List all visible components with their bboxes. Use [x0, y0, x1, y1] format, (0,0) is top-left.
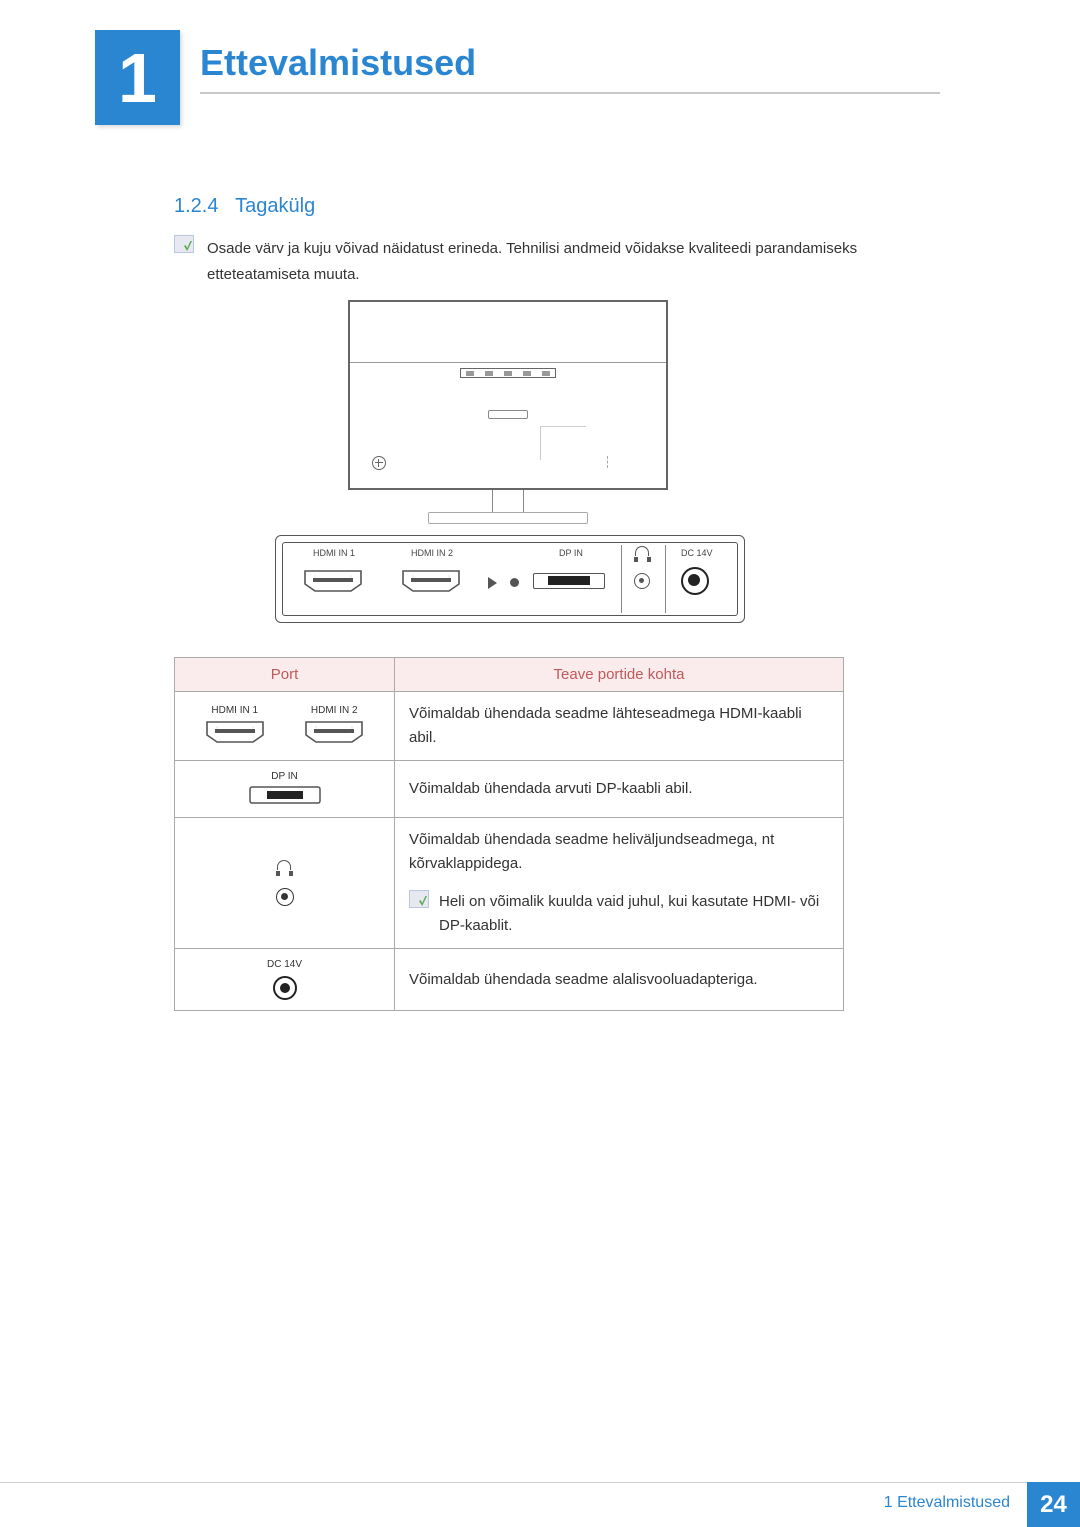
dc-label: DC 14V — [189, 959, 380, 970]
dot-icon — [510, 578, 519, 587]
audio-note-text: Heli on võimalik kuulda vaid juhul, kui … — [439, 890, 829, 938]
footer-text: 1 Ettevalmistused — [884, 1494, 1010, 1512]
chapter-underline — [200, 92, 940, 94]
monitor-neck — [492, 490, 524, 512]
panel-label-dp: DP IN — [559, 548, 583, 558]
hdmi-icon — [205, 720, 265, 744]
port-cell-hdmi: HDMI IN 1 HDMI IN 2 — [175, 692, 395, 761]
port-table: Port Teave portide kohta HDMI IN 1 HDMI … — [174, 657, 844, 1011]
hdmi2-label: HDMI IN 2 — [304, 705, 364, 716]
footer-page-number: 24 — [1027, 1482, 1080, 1527]
panel-divider — [621, 545, 622, 613]
footer-line — [0, 1482, 1080, 1483]
monitor-screen — [348, 300, 668, 490]
dp-label: DP IN — [189, 771, 380, 782]
monitor-ports-strip — [460, 368, 556, 378]
note-text: Osade värv ja kuju võivad näidatust erin… — [207, 236, 927, 287]
panel-label-hdmi1: HDMI IN 1 — [313, 548, 355, 558]
table-header-row: Port Teave portide kohta — [175, 658, 844, 692]
hdmi-icon — [304, 720, 364, 744]
monitor-screw-icon — [372, 456, 386, 470]
monitor-diagram — [348, 300, 668, 524]
section-number: 1.2.4 — [174, 195, 218, 217]
table-row: DP IN Võimaldab ühendada arvuti DP-kaabl… — [175, 761, 844, 818]
port-panel: HDMI IN 1 HDMI IN 2 DP IN DC 14V — [275, 535, 745, 623]
monitor-dash — [607, 456, 608, 468]
section-heading: 1.2.4 Tagakülg — [174, 195, 315, 218]
audio-jack-icon — [276, 888, 294, 906]
hdmi1-label: HDMI IN 1 — [205, 705, 265, 716]
table-row: HDMI IN 1 HDMI IN 2 Võimaldab ühendada s… — [175, 692, 844, 761]
table-row: Võimaldab ühendada seadme heliväljundsea… — [175, 818, 844, 949]
desc-dp: Võimaldab ühendada arvuti DP-kaabli abil… — [395, 761, 844, 818]
chapter-title: Ettevalmistused — [200, 42, 476, 84]
note-icon — [409, 890, 429, 908]
monitor-base — [428, 512, 588, 524]
hdmi-port-1-icon — [303, 569, 363, 593]
th-port: Port — [175, 658, 395, 692]
th-desc: Teave portide kohta — [395, 658, 844, 692]
desc-hdmi: Võimaldab ühendada seadme lähteseadmega … — [395, 692, 844, 761]
port-cell-audio — [175, 818, 395, 949]
panel-label-hdmi2: HDMI IN 2 — [411, 548, 453, 558]
monitor-inner-line — [350, 362, 666, 363]
headphone-icon — [635, 546, 651, 562]
dc-port-icon — [273, 976, 297, 1000]
chapter-number-tab: 1 — [95, 30, 180, 125]
panel-label-dc: DC 14V — [681, 548, 713, 558]
inline-note: Heli on võimalik kuulda vaid juhul, kui … — [409, 890, 829, 938]
panel-divider — [665, 545, 666, 613]
monitor-square — [540, 426, 586, 460]
port-panel-inner: HDMI IN 1 HDMI IN 2 DP IN DC 14V — [282, 542, 738, 616]
port-cell-dc: DC 14V — [175, 949, 395, 1011]
dp-icon — [249, 786, 321, 804]
port-cell-dp: DP IN — [175, 761, 395, 818]
audio-jack-icon — [634, 573, 650, 589]
arrow-right-icon — [488, 577, 497, 589]
headphone-icon — [277, 860, 293, 876]
desc-audio: Võimaldab ühendada seadme heliväljundsea… — [395, 818, 844, 949]
section-title: Tagakülg — [235, 195, 315, 217]
note-icon — [174, 235, 194, 253]
audio-desc-text: Võimaldab ühendada seadme heliväljundsea… — [409, 831, 774, 872]
dc-port-icon — [681, 567, 709, 595]
dp-port-icon — [533, 573, 605, 589]
page-footer: 1 Ettevalmistused 24 — [0, 1482, 1080, 1527]
table-row: DC 14V Võimaldab ühendada seadme alalisv… — [175, 949, 844, 1011]
hdmi-port-2-icon — [401, 569, 461, 593]
monitor-tab — [488, 410, 528, 419]
desc-dc: Võimaldab ühendada seadme alalisvooluada… — [395, 949, 844, 1011]
